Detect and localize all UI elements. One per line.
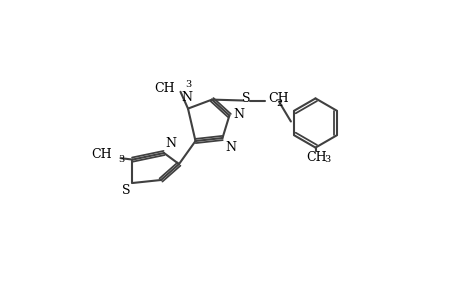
Text: CH: CH	[154, 82, 174, 95]
Text: CH: CH	[91, 148, 111, 161]
Text: CH: CH	[268, 92, 288, 106]
Text: 3: 3	[185, 80, 191, 89]
Text: 3: 3	[118, 155, 124, 164]
Text: N: N	[165, 137, 176, 150]
Text: N: N	[233, 107, 243, 121]
Text: S: S	[242, 92, 250, 106]
Text: S: S	[121, 184, 130, 197]
Text: 3: 3	[324, 155, 330, 164]
Text: 2: 2	[276, 99, 282, 108]
Text: CH: CH	[306, 151, 327, 164]
Text: N: N	[180, 91, 191, 104]
Text: N: N	[225, 141, 236, 154]
